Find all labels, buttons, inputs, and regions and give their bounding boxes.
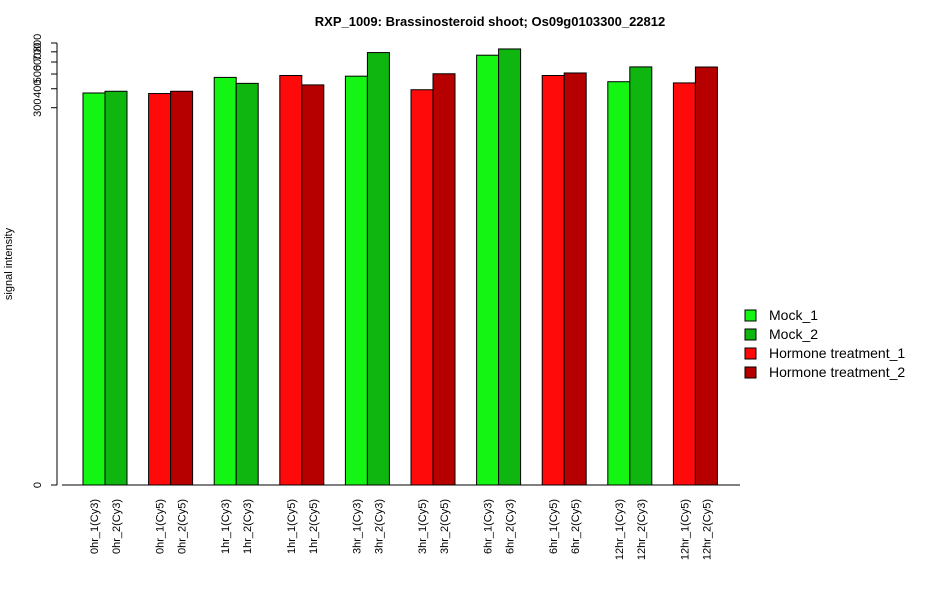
bar [694, 66, 718, 486]
y-tick-label: 700 [32, 43, 44, 61]
legend-swatch [744, 347, 757, 360]
legend-entry: Hormone treatment_1 [769, 345, 905, 361]
x-tick-label: 1hr_1(Cy3) [220, 499, 232, 554]
x-tick-label: 0hr_2(Cy5) [177, 499, 189, 554]
legend-entry: Mock_1 [769, 307, 818, 323]
y-tick-label: 400 [32, 80, 44, 98]
legend-swatch [744, 309, 757, 322]
bar [213, 76, 237, 486]
legend-swatch [744, 366, 757, 379]
bar [498, 48, 522, 486]
x-tick-labels: 0hr_1(Cy3) 0hr_2(Cy3) 0hr_1(Cy5) 0hr_2(Cy5)… [89, 499, 713, 560]
x-tick-label: 3hr_2(Cy5) [439, 499, 451, 554]
legend: Mock_1 Mock_2 Hormone treatment_1 Hormone t… [744, 307, 905, 380]
x-tick-label: 1hr_2(Cy3) [242, 499, 254, 554]
bar [563, 72, 587, 486]
bar [170, 90, 194, 486]
x-tick-label: 12hr_1(Cy5) [679, 499, 691, 560]
y-tick-label: 500 [32, 65, 44, 83]
x-tick-label: 3hr_2(Cy3) [373, 499, 385, 554]
bar [410, 89, 434, 486]
legend-entry: Hormone treatment_2 [769, 364, 905, 380]
x-tick-label: 0hr_1(Cy3) [89, 499, 101, 554]
x-tick-label: 6hr_2(Cy5) [570, 499, 582, 554]
bar [344, 75, 368, 486]
y-axis-label: signal intensity [3, 227, 15, 300]
bar [148, 93, 172, 486]
y-tick-label: 600 [32, 53, 44, 71]
bars-group [82, 48, 718, 486]
x-tick-label: 0hr_1(Cy5) [155, 499, 167, 554]
chart-title: RXP_1009: Brassinosteroid shoot; Os09g01… [315, 14, 665, 29]
x-tick-label: 3hr_1(Cy3) [351, 499, 363, 554]
x-tick-label: 6hr_1(Cy3) [483, 499, 495, 554]
bar [607, 81, 631, 486]
legend-entry: Mock_2 [769, 326, 818, 342]
bar [235, 82, 259, 486]
x-tick-label: 12hr_2(Cy5) [701, 499, 713, 560]
bar [279, 74, 303, 486]
bar [82, 92, 106, 486]
y-tick-label: 300 [32, 99, 44, 117]
x-tick-label: 6hr_2(Cy3) [505, 499, 517, 554]
x-tick-label: 12hr_2(Cy3) [636, 499, 648, 560]
bar [432, 73, 456, 486]
bar [541, 74, 565, 486]
bar [476, 54, 500, 486]
y-tick-label: 800 [32, 34, 44, 52]
bar [104, 90, 128, 486]
x-tick-label: 6hr_1(Cy5) [548, 499, 560, 554]
y-tick-label: 0 [32, 482, 44, 488]
bar [629, 66, 653, 486]
x-tick-label: 3hr_1(Cy5) [417, 499, 429, 554]
bar [301, 84, 325, 486]
bar [366, 52, 390, 486]
x-tick-label: 1hr_2(Cy5) [308, 499, 320, 554]
x-tick-label: 1hr_1(Cy5) [286, 499, 298, 554]
x-tick-label: 12hr_1(Cy3) [614, 499, 626, 560]
bar [672, 82, 696, 486]
legend-swatch [744, 328, 757, 341]
x-tick-label: 0hr_2(Cy3) [111, 499, 123, 554]
